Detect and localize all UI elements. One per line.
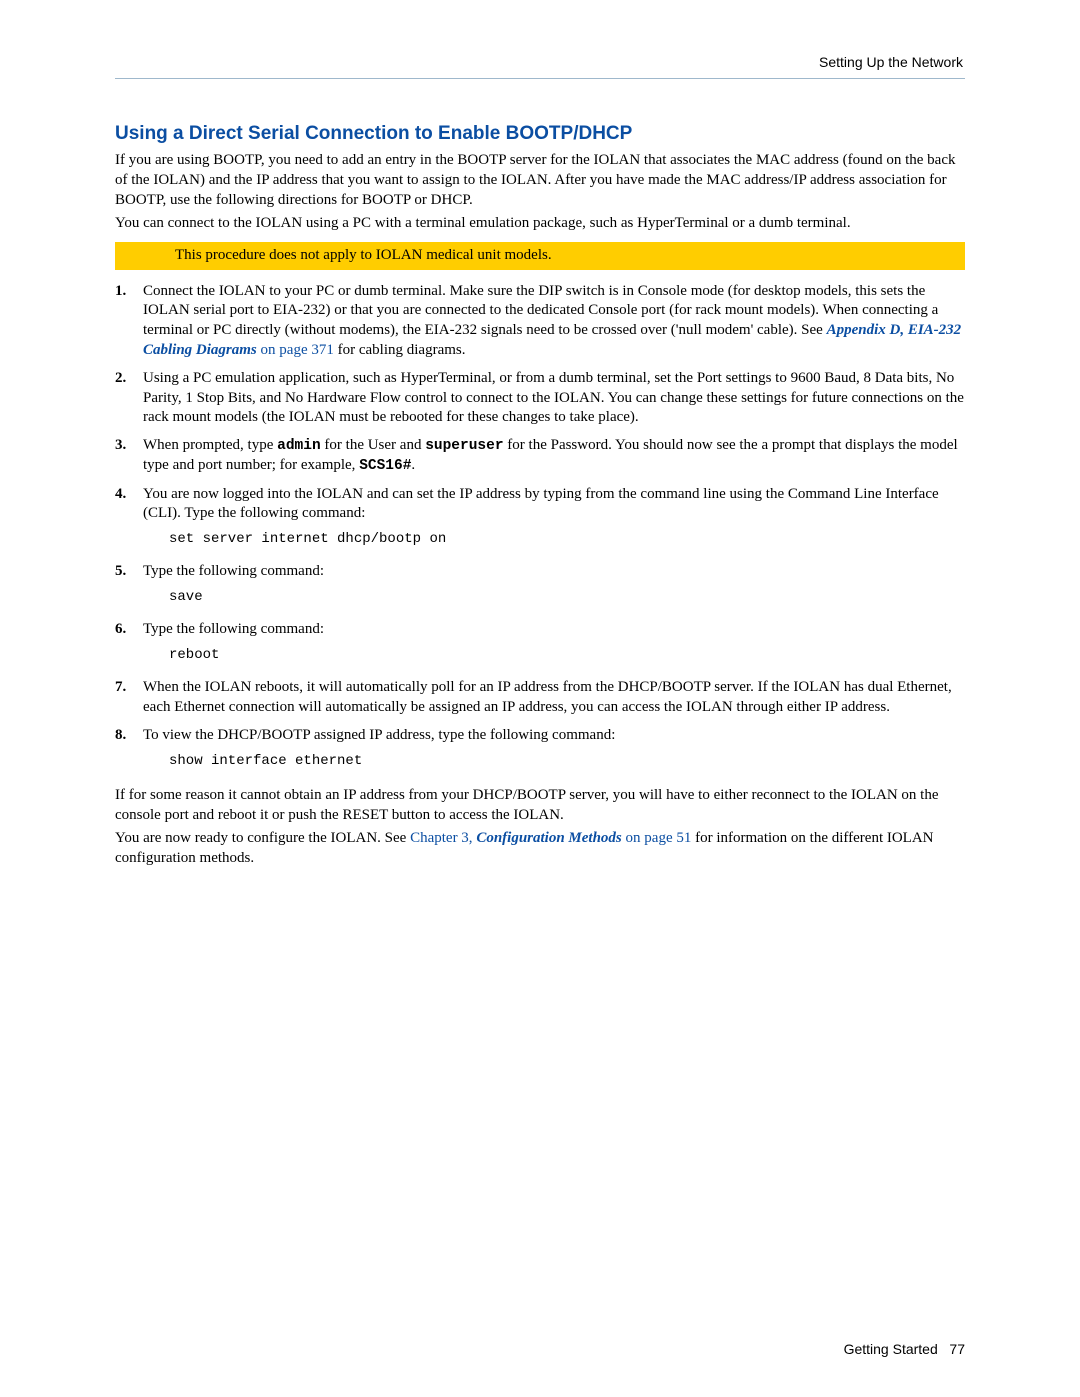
step-3: 3. When prompted, type admin for the Use… [115, 436, 965, 476]
step-1-text-a: Connect the IOLAN to your PC or dumb ter… [143, 283, 938, 339]
step-number: 1. [115, 282, 143, 361]
step-6-text: Type the following command: [143, 621, 324, 637]
header-rule [115, 78, 965, 79]
code-admin: admin [277, 438, 321, 454]
step-3-a: When prompted, type [143, 437, 277, 453]
section-title: Using a Direct Serial Connection to Enab… [115, 123, 965, 145]
step-number: 7. [115, 678, 143, 718]
step-4-text: You are now logged into the IOLAN and ca… [143, 486, 939, 522]
step-8: 8. To view the DHCP/BOOTP assigned IP ad… [115, 726, 965, 776]
footer-page: 77 [949, 1341, 965, 1357]
step-number: 2. [115, 369, 143, 428]
step-2: 2. Using a PC emulation application, suc… [115, 369, 965, 428]
step-7: 7. When the IOLAN reboots, it will autom… [115, 678, 965, 718]
closing2-a: You are now ready to configure the IOLAN… [115, 830, 410, 846]
step-body: When prompted, type admin for the User a… [143, 436, 965, 476]
chapter-link-prefix[interactable]: Chapter 3, [410, 830, 476, 846]
step-3-b: for the User and [321, 437, 426, 453]
code-save: save [169, 588, 965, 606]
step-4: 4. You are now logged into the IOLAN and… [115, 485, 965, 555]
step-number: 5. [115, 562, 143, 612]
step-body: Using a PC emulation application, such a… [143, 369, 965, 428]
steps-list: 1. Connect the IOLAN to your PC or dumb … [115, 282, 965, 776]
code-set-server: set server internet dhcp/bootp on [169, 530, 965, 548]
code-prompt: SCS16# [359, 458, 411, 474]
page: Setting Up the Network Using a Direct Se… [0, 0, 1080, 1397]
step-body: Connect the IOLAN to your PC or dumb ter… [143, 282, 965, 361]
step-body: When the IOLAN reboots, it will automati… [143, 678, 965, 718]
step-8-text: To view the DHCP/BOOTP assigned IP addre… [143, 727, 615, 743]
step-5-text: Type the following command: [143, 563, 324, 579]
step-1: 1. Connect the IOLAN to your PC or dumb … [115, 282, 965, 361]
code-superuser: superuser [425, 438, 503, 454]
step-3-d: . [411, 457, 415, 473]
header-right: Setting Up the Network [115, 54, 965, 70]
chapter-link-page[interactable]: on page 51 [622, 830, 692, 846]
step-number: 3. [115, 436, 143, 476]
chapter-link[interactable]: Configuration Methods [476, 830, 621, 846]
code-reboot: reboot [169, 646, 965, 664]
step-body: You are now logged into the IOLAN and ca… [143, 485, 965, 555]
intro-paragraph-1: If you are using BOOTP, you need to add … [115, 151, 965, 210]
step-body: Type the following command: reboot [143, 620, 965, 670]
closing-paragraph-2: You are now ready to configure the IOLAN… [115, 829, 965, 869]
footer-label: Getting Started [844, 1341, 938, 1357]
step-body: To view the DHCP/BOOTP assigned IP addre… [143, 726, 965, 776]
step-number: 4. [115, 485, 143, 555]
step-1-text-b: for cabling diagrams. [334, 342, 466, 358]
note-bar: This procedure does not apply to IOLAN m… [115, 242, 965, 270]
appendix-link-page[interactable]: on page 371 [257, 342, 334, 358]
step-number: 8. [115, 726, 143, 776]
step-6: 6. Type the following command: reboot [115, 620, 965, 670]
step-5: 5. Type the following command: save [115, 562, 965, 612]
step-body: Type the following command: save [143, 562, 965, 612]
closing-paragraph-1: If for some reason it cannot obtain an I… [115, 786, 965, 826]
code-show-interface: show interface ethernet [169, 752, 965, 770]
intro-paragraph-2: You can connect to the IOLAN using a PC … [115, 214, 965, 234]
footer: Getting Started 77 [844, 1341, 965, 1357]
step-number: 6. [115, 620, 143, 670]
